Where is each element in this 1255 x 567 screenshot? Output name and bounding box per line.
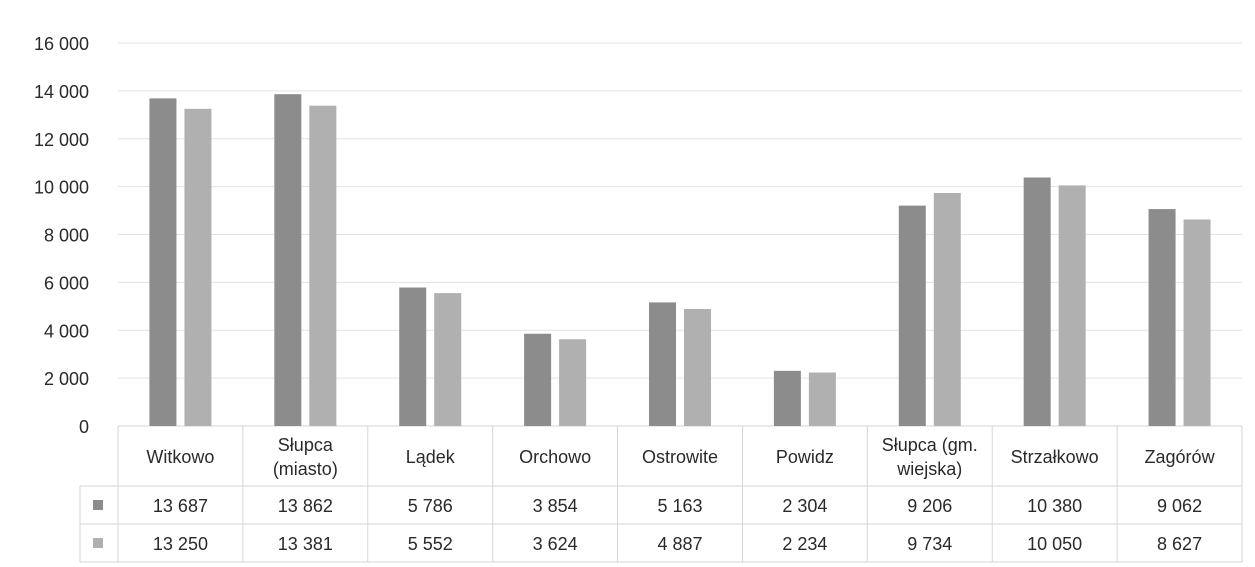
category-label: Słupca (gm. (882, 435, 978, 455)
data-label: 3 624 (533, 534, 578, 554)
y-tick-label: 4 000 (44, 321, 89, 341)
data-label: 10 380 (1027, 496, 1082, 516)
y-tick-label: 0 (79, 417, 89, 437)
data-label: 13 381 (278, 534, 333, 554)
gridlines (118, 42, 1242, 379)
y-tick-label: 16 000 (34, 34, 89, 54)
data-label: 5 163 (657, 496, 702, 516)
y-tick-label: 2 000 (44, 369, 89, 389)
category-label: Powidz (776, 447, 834, 467)
data-label: 13 250 (153, 534, 208, 554)
y-tick-label: 10 000 (34, 178, 89, 198)
bar-series-1 (524, 333, 552, 426)
bar-series-2 (684, 309, 711, 426)
bar-series-2 (933, 192, 961, 426)
data-label: 3 854 (533, 496, 578, 516)
category-label: Ostrowite (642, 447, 718, 467)
category-label: Orchowo (519, 447, 591, 467)
y-tick-label: 12 000 (34, 130, 89, 150)
category-label: Witkowo (146, 447, 214, 467)
data-label: 9 734 (907, 534, 952, 554)
data-label: 2 304 (782, 496, 827, 516)
bar-series-2 (184, 108, 212, 426)
category-label: Słupca (278, 435, 334, 455)
data-label: 13 862 (278, 496, 333, 516)
y-tick-label: 8 000 (44, 226, 89, 246)
data-label: 5 786 (408, 496, 453, 516)
data-label: 13 687 (153, 496, 208, 516)
bar-series-1 (1148, 209, 1176, 426)
labels: 0 2 000 4 000 6 000 8 000 10 000 12 000 14 000 1… (34, 34, 1216, 554)
data-label: 8 627 (1157, 534, 1202, 554)
legend-key-series-2 (93, 538, 103, 548)
bar-series-2 (808, 372, 836, 426)
y-tick-label: 6 000 (44, 273, 89, 293)
data-label: 9 062 (1157, 496, 1202, 516)
category-label: Zagórów (1145, 447, 1216, 467)
bar-series-1 (149, 98, 177, 427)
bar-series-2 (559, 339, 587, 426)
bar-series-1 (898, 205, 926, 426)
bar-series-2 (1058, 185, 1086, 426)
legend-key-series-1 (93, 500, 103, 510)
bar-series-1 (274, 94, 302, 426)
category-label: (miasto) (273, 459, 338, 479)
category-label: Lądek (406, 447, 456, 467)
data-label: 4 887 (657, 534, 702, 554)
bar-series-2 (1183, 219, 1211, 426)
bar-series-2 (434, 293, 462, 426)
bar-series-1 (773, 370, 801, 426)
data-label: 5 552 (408, 534, 453, 554)
bar-series-1 (649, 302, 676, 426)
category-label: wiejska) (896, 459, 962, 479)
y-tick-label: 14 000 (34, 82, 89, 102)
data-label: 2 234 (782, 534, 827, 554)
bar-series-1 (399, 287, 427, 426)
bar-series-2 (309, 105, 337, 426)
data-label: 10 050 (1027, 534, 1082, 554)
bars (149, 94, 1211, 427)
category-label: Strzałkowo (1011, 447, 1099, 467)
data-label: 9 206 (907, 496, 952, 516)
data-table (79, 425, 1243, 563)
bar-series-1 (1023, 177, 1051, 426)
